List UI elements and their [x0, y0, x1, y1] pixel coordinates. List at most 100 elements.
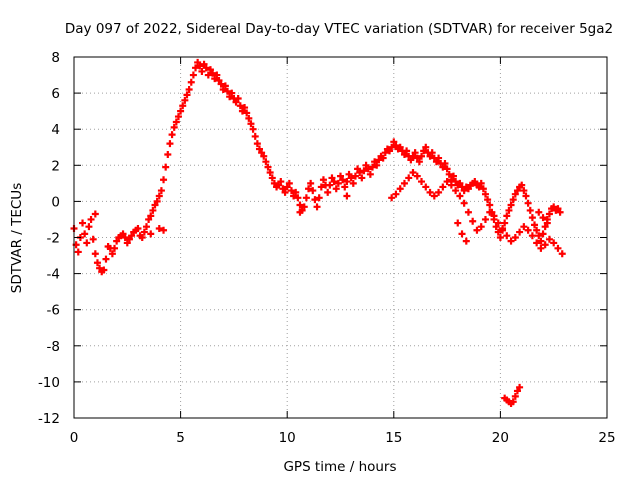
data-point: [509, 196, 517, 204]
data-point: [179, 102, 187, 110]
data-point: [217, 80, 225, 88]
data-point: [481, 215, 489, 223]
data-point: [281, 188, 289, 196]
data-point: [443, 178, 451, 186]
data-point: [392, 141, 400, 149]
data-point: [524, 226, 532, 234]
data-point: [507, 237, 515, 245]
data-point: [543, 219, 551, 227]
data-point: [93, 259, 101, 267]
data-point: [125, 235, 133, 243]
data-point: [379, 154, 387, 162]
data-point: [494, 228, 502, 236]
data-point: [334, 179, 342, 187]
data-point: [388, 194, 396, 202]
data-point: [418, 152, 426, 160]
data-point: [198, 67, 206, 75]
data-point: [486, 201, 494, 209]
data-point: [221, 82, 229, 90]
data-point: [554, 244, 562, 252]
data-point: [343, 178, 351, 186]
data-point: [526, 206, 534, 214]
data-point: [102, 255, 110, 263]
data-point: [501, 219, 509, 227]
data-point: [354, 165, 362, 173]
data-point: [245, 114, 253, 122]
data-point: [531, 221, 539, 229]
data-point: [430, 192, 438, 200]
data-point: [545, 210, 553, 218]
data-point: [296, 201, 304, 209]
data-point: [294, 194, 302, 202]
data-point: [539, 214, 547, 222]
data-point: [108, 250, 116, 258]
series-outlier-cluster: [501, 383, 524, 408]
data-point: [554, 205, 562, 213]
data-point: [296, 208, 304, 216]
data-point: [215, 76, 223, 84]
data-point: [464, 185, 472, 193]
data-point: [511, 234, 519, 241]
data-point: [513, 387, 521, 395]
data-point: [347, 174, 355, 182]
data-point: [177, 107, 185, 115]
data-point: [509, 398, 517, 406]
data-point: [172, 118, 180, 126]
data-point: [447, 181, 455, 189]
y-tick-label: -6: [47, 303, 60, 319]
data-point: [226, 93, 234, 101]
data-point: [234, 95, 242, 103]
data-point: [460, 187, 468, 195]
data-point: [339, 176, 347, 184]
data-point: [196, 62, 204, 70]
data-point: [411, 149, 419, 157]
data-point: [151, 201, 159, 209]
data-point: [91, 250, 99, 258]
data-point: [307, 179, 315, 187]
data-point: [400, 150, 408, 158]
data-point: [209, 69, 217, 77]
data-point: [183, 91, 191, 99]
data-point: [251, 132, 259, 140]
y-tick-label: 4: [51, 122, 60, 138]
data-point: [439, 183, 447, 191]
data-point: [550, 239, 558, 247]
data-point: [368, 163, 376, 171]
data-point: [128, 232, 136, 240]
data-point: [309, 187, 317, 195]
data-point: [113, 237, 121, 245]
data-point: [533, 239, 541, 247]
data-point: [324, 188, 332, 196]
data-point: [522, 192, 530, 200]
data-point: [426, 152, 434, 160]
data-point: [228, 89, 236, 97]
data-point: [319, 176, 327, 184]
data-point: [516, 383, 524, 391]
data-point: [258, 149, 266, 157]
data-point: [185, 85, 193, 93]
data-point: [268, 174, 276, 182]
axis-ticks: 0 5 10 15 20 25 -12 -10 -8 -6 -4 -2 0 2 4 6 8: [38, 50, 616, 446]
data-point: [445, 170, 453, 178]
chart-title: Day 097 of 2022, Sidereal Day-to-day VTE…: [65, 21, 613, 37]
data-point: [432, 158, 440, 166]
data-point: [275, 181, 283, 189]
data-point: [149, 206, 157, 214]
data-point: [390, 138, 398, 146]
data-point: [147, 230, 155, 238]
data-point: [413, 154, 421, 162]
data-point: [533, 226, 541, 234]
data-point: [204, 71, 212, 79]
data-point: [253, 140, 261, 148]
data-point: [192, 64, 200, 72]
data-point: [200, 60, 208, 68]
data-point: [356, 169, 364, 177]
data-point: [302, 194, 310, 202]
data-point: [558, 250, 566, 258]
data-point: [428, 149, 436, 157]
data-point: [328, 174, 336, 182]
data-point: [79, 219, 87, 227]
data-point: [162, 163, 170, 171]
data-point: [170, 123, 178, 131]
data-point: [537, 237, 545, 245]
